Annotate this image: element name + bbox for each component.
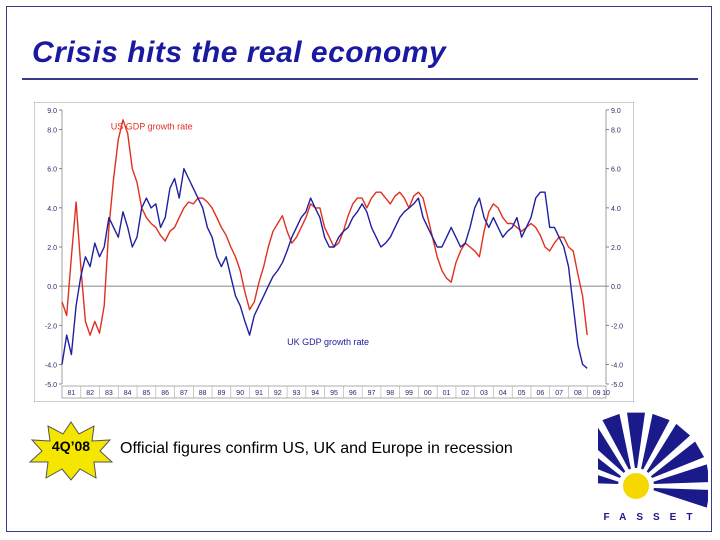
axes-layer: 9.0 9.0 8.0 8.0 6.0 6.0 4.0 4.0 2.0 2.0 0.0 0.0 -2.0… — [45, 108, 623, 399]
x-tick-label: 10 — [602, 390, 610, 397]
y-tick-label-left: 4.0 — [47, 206, 57, 213]
fasset-logo: FASSET — [562, 408, 710, 532]
x-tick-label: 00 — [424, 390, 432, 397]
x-tick-label: 99 — [405, 390, 413, 397]
logo-sunburst-icon — [562, 412, 710, 508]
x-tick-label: 94 — [311, 390, 319, 397]
x-tick-label: 89 — [218, 390, 226, 397]
x-tick-label: 88 — [199, 390, 207, 397]
logo-ray — [641, 413, 670, 470]
y-tick-label-left: 8.0 — [47, 128, 57, 135]
slide-frame — [6, 6, 712, 532]
y-tick-label-left: 6.0 — [47, 167, 57, 174]
x-tick-label: 87 — [180, 390, 188, 397]
y-tick-label-right: 8.0 — [611, 128, 621, 135]
logo-ray — [602, 413, 631, 470]
slide-title: Crisis hits the real economy — [32, 36, 447, 69]
x-tick-label: 01 — [443, 390, 451, 397]
series-layer — [61, 119, 588, 369]
logo-ray — [646, 423, 691, 473]
x-tick-label: 92 — [274, 390, 282, 397]
uk-series-label: UK GDP growth rate — [287, 337, 369, 347]
x-tick-label: 95 — [330, 390, 338, 397]
chart-frame — [34, 102, 634, 402]
y-tick-label-right: -4.0 — [611, 362, 623, 369]
logo-wordmark: FASSET — [603, 512, 703, 523]
x-tick-label: 98 — [386, 390, 394, 397]
x-tick-label: 08 — [574, 390, 582, 397]
y-tick-label-right: -5.0 — [611, 382, 623, 389]
period-badge: 4Q’08 — [28, 420, 114, 482]
y-tick-label-right: 6.0 — [611, 167, 621, 174]
y-tick-label-left: -5.0 — [45, 382, 57, 389]
starburst-icon — [28, 421, 114, 481]
us-gdp-line — [61, 119, 588, 336]
y-tick-label-right: 0.0 — [611, 284, 621, 291]
logo-ray — [653, 464, 710, 484]
y-tick-label-left: 2.0 — [47, 245, 57, 252]
y-tick-label-right: 9.0 — [611, 108, 621, 115]
x-tick-label: 91 — [255, 390, 263, 397]
x-tick-label: 07 — [555, 390, 563, 397]
x-tick-label: 93 — [293, 390, 301, 397]
caption-text: Official figures confirm US, UK and Euro… — [120, 440, 513, 457]
logo-ray — [627, 412, 645, 468]
gdp-chart-svg: 9.0 9.0 8.0 8.0 6.0 6.0 4.0 4.0 2.0 2.0 0.0 0.0 -2.0… — [34, 102, 634, 402]
x-tick-label: 03 — [480, 390, 488, 397]
y-tick-label-left: 0.0 — [47, 284, 57, 291]
y-tick-label-right: 4.0 — [611, 206, 621, 213]
x-tick-label: 96 — [349, 390, 357, 397]
x-tick-label: 86 — [161, 390, 169, 397]
x-tick-label: 81 — [67, 390, 75, 397]
y-tick-label-left: -2.0 — [45, 323, 57, 330]
y-tick-label-left: 9.0 — [47, 108, 57, 115]
y-tick-label-right: -2.0 — [611, 323, 623, 330]
x-tick-label: 05 — [518, 390, 526, 397]
badge-label: 4Q’08 — [51, 438, 91, 454]
x-tick-label: 85 — [143, 390, 151, 397]
uk-gdp-line — [61, 168, 588, 369]
title-divider — [22, 78, 698, 80]
x-tick-label: 06 — [536, 390, 544, 397]
y-tick-label-left: -4.0 — [45, 362, 57, 369]
logo-ray — [651, 441, 705, 478]
x-tick-label: 84 — [124, 390, 132, 397]
x-tick-label: 09 — [593, 390, 601, 397]
us-series-label: US GDP growth rate — [111, 122, 193, 132]
x-tick-label: 83 — [105, 390, 113, 397]
x-tick-label: 02 — [461, 390, 469, 397]
y-tick-label-right: 2.0 — [611, 245, 621, 252]
logo-ray — [653, 488, 710, 508]
logo-sun-icon — [623, 473, 649, 499]
x-tick-label: 97 — [368, 390, 376, 397]
gdp-chart: 9.0 9.0 8.0 8.0 6.0 6.0 4.0 4.0 2.0 2.0 0.0 0.0 -2.0… — [34, 102, 634, 402]
x-tick-label: 82 — [86, 390, 94, 397]
x-tick-label: 90 — [236, 390, 244, 397]
x-tick-label: 04 — [499, 390, 507, 397]
